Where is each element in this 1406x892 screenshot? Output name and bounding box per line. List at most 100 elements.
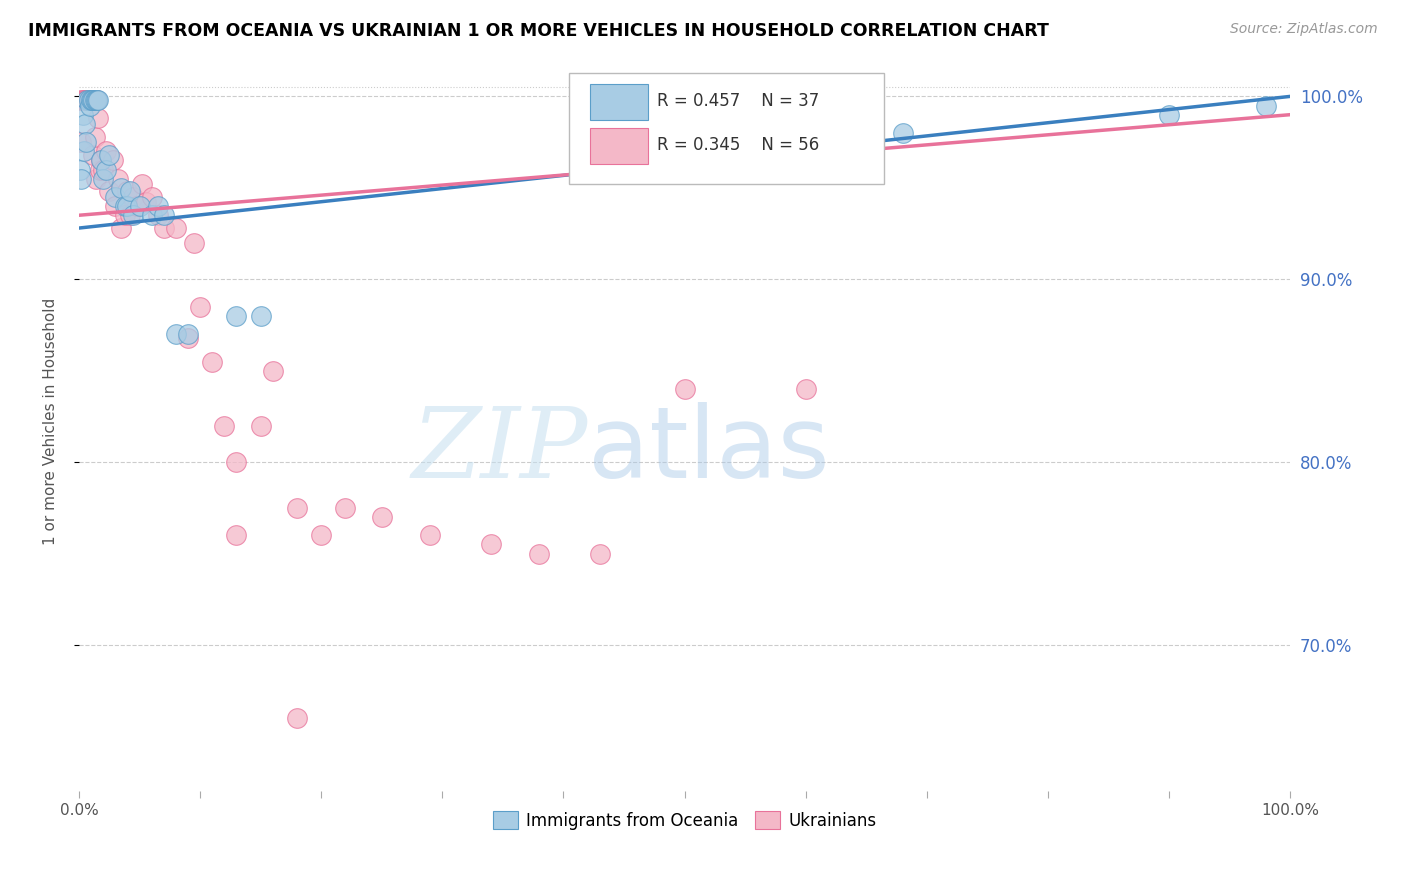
FancyBboxPatch shape	[591, 128, 648, 164]
Point	[73, 145, 96, 159]
Point	[309, 528, 332, 542]
Point	[104, 199, 127, 213]
Point	[141, 208, 163, 222]
Point	[146, 208, 169, 222]
Point	[371, 510, 394, 524]
Point	[214, 418, 236, 433]
Text: atlas: atlas	[588, 402, 830, 500]
Point	[70, 171, 93, 186]
Point	[80, 93, 103, 107]
Point	[188, 300, 211, 314]
Point	[152, 221, 174, 235]
Point	[79, 98, 101, 112]
Point	[262, 364, 284, 378]
Point	[128, 199, 150, 213]
Point	[107, 171, 129, 186]
FancyBboxPatch shape	[569, 73, 884, 184]
Point	[73, 117, 96, 131]
Point	[73, 93, 96, 107]
Point	[1157, 108, 1180, 122]
Point	[90, 153, 112, 168]
Point	[79, 93, 101, 107]
Point	[135, 195, 157, 210]
Point	[91, 171, 114, 186]
Point	[86, 93, 108, 107]
Point	[104, 190, 127, 204]
Point	[118, 208, 141, 222]
Point	[73, 93, 96, 107]
Point	[84, 171, 107, 186]
Point	[285, 711, 308, 725]
Point	[87, 112, 110, 126]
Point	[75, 135, 97, 149]
Point	[146, 199, 169, 213]
Point	[98, 148, 121, 162]
Point	[94, 162, 117, 177]
Point	[90, 153, 112, 168]
Point	[131, 177, 153, 191]
Point	[165, 327, 187, 342]
Point	[794, 382, 817, 396]
Point	[177, 327, 200, 342]
Point	[225, 309, 247, 323]
Point	[70, 135, 93, 149]
Point	[91, 162, 114, 177]
Point	[98, 185, 121, 199]
Point	[77, 93, 100, 107]
Point	[82, 148, 104, 162]
Point	[141, 190, 163, 204]
Point	[110, 221, 132, 235]
FancyBboxPatch shape	[591, 84, 648, 120]
Point	[249, 418, 271, 433]
Point	[114, 208, 136, 222]
Point	[94, 145, 117, 159]
Text: R = 0.457    N = 37: R = 0.457 N = 37	[657, 92, 818, 110]
Point	[891, 126, 914, 140]
Point	[225, 455, 247, 469]
Point	[285, 500, 308, 515]
Point	[76, 93, 98, 107]
Point	[249, 309, 271, 323]
Point	[122, 190, 145, 204]
Point	[76, 93, 98, 107]
Y-axis label: 1 or more Vehicles in Household: 1 or more Vehicles in Household	[44, 297, 58, 545]
Point	[165, 221, 187, 235]
Point	[77, 93, 100, 107]
Point	[589, 547, 612, 561]
Text: ZIP: ZIP	[412, 403, 588, 499]
Point	[72, 93, 94, 107]
Point	[127, 199, 149, 213]
Point	[84, 93, 107, 107]
Point	[118, 185, 141, 199]
Point	[1254, 98, 1277, 112]
Point	[69, 93, 91, 107]
Point	[80, 93, 103, 107]
Point	[87, 93, 110, 107]
Point	[82, 93, 104, 107]
Point	[183, 235, 205, 250]
Point	[75, 93, 97, 107]
Point	[114, 199, 136, 213]
Point	[225, 528, 247, 542]
Point	[86, 93, 108, 107]
Point	[201, 354, 224, 368]
Point	[419, 528, 441, 542]
Point	[122, 208, 145, 222]
Point	[177, 331, 200, 345]
Point	[101, 153, 124, 168]
Point	[117, 185, 139, 199]
Point	[83, 129, 105, 144]
Point	[83, 93, 105, 107]
Point	[335, 500, 357, 515]
Point	[69, 162, 91, 177]
Point	[82, 93, 104, 107]
Legend: Immigrants from Oceania, Ukrainians: Immigrants from Oceania, Ukrainians	[486, 805, 883, 837]
Point	[72, 108, 94, 122]
Text: R = 0.345    N = 56: R = 0.345 N = 56	[657, 136, 818, 154]
Point	[82, 93, 104, 107]
Point	[110, 181, 132, 195]
Point	[89, 162, 111, 177]
Text: IMMIGRANTS FROM OCEANIA VS UKRAINIAN 1 OR MORE VEHICLES IN HOUSEHOLD CORRELATION: IMMIGRANTS FROM OCEANIA VS UKRAINIAN 1 O…	[28, 22, 1049, 40]
Point	[529, 547, 551, 561]
Point	[152, 208, 174, 222]
